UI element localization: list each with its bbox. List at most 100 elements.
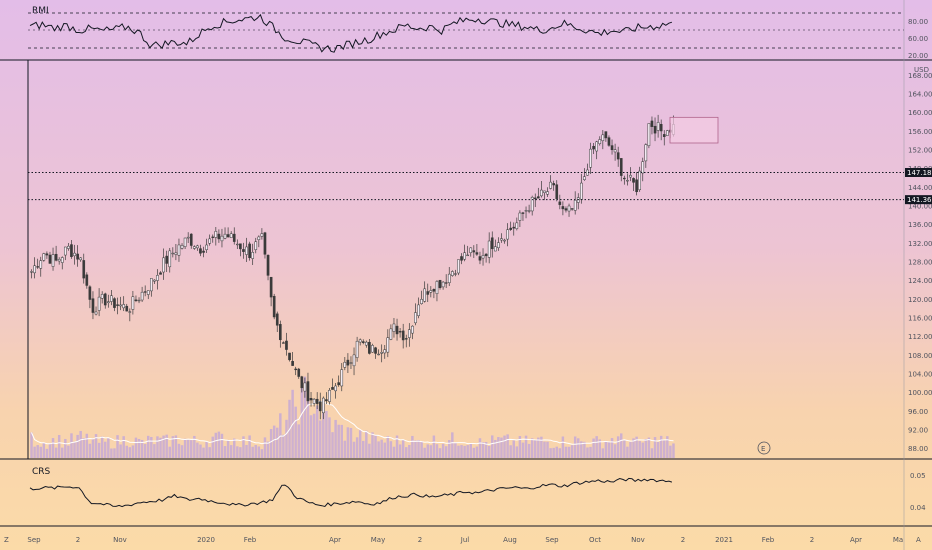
candle-body xyxy=(125,305,129,312)
volume-bar xyxy=(417,439,420,458)
candle-body xyxy=(156,275,159,281)
volume-bar xyxy=(269,429,273,458)
volume-bar xyxy=(570,445,574,458)
candle-body xyxy=(199,248,202,254)
candle-body xyxy=(570,208,574,210)
volume-bar xyxy=(217,431,221,458)
volume-bar xyxy=(497,437,500,458)
volume-bar xyxy=(583,441,586,458)
price-tick: 164.00 xyxy=(908,91,932,99)
volume-bar xyxy=(334,419,337,458)
price-tick: 168.00 xyxy=(908,72,932,80)
volume-bar xyxy=(79,430,82,458)
candle-body xyxy=(306,381,310,402)
volume-bar xyxy=(460,445,463,458)
candle-body xyxy=(180,245,184,249)
candle-body xyxy=(450,271,454,276)
candle-body xyxy=(509,227,513,230)
volume-bar xyxy=(481,442,485,458)
volume-bar xyxy=(653,437,657,458)
candle-body xyxy=(140,291,144,301)
rmi-tick: 80.00 xyxy=(908,18,928,26)
volume-bar xyxy=(441,443,445,458)
candle-body xyxy=(214,231,218,238)
rmi-pane[interactable]: RMI 80.00 60.00 20.00 xyxy=(28,6,928,60)
volume-bar xyxy=(67,445,70,458)
candle-body xyxy=(60,257,64,263)
candle-body xyxy=(30,271,33,273)
volume-bar xyxy=(116,435,119,458)
volume-bar xyxy=(319,420,322,458)
volume-bar xyxy=(331,432,334,458)
candle-body xyxy=(177,244,181,256)
volume-bar xyxy=(107,437,110,458)
candle-body xyxy=(613,149,617,153)
candle-body xyxy=(619,158,623,176)
volume-bar xyxy=(386,436,390,458)
candle-body xyxy=(454,273,457,275)
candle-body xyxy=(604,131,608,139)
candle-body xyxy=(39,260,43,269)
candle-body xyxy=(638,170,642,191)
volume-bar xyxy=(365,430,368,458)
volume-bar xyxy=(604,440,608,458)
currency-label: USD xyxy=(914,66,929,74)
volume-bar xyxy=(398,444,402,458)
volume-bar xyxy=(39,446,42,458)
price-pane[interactable]: USD 168.00164.00160.00156.00152.00148.00… xyxy=(28,66,932,458)
price-tick: 116.00 xyxy=(908,315,932,323)
axis-corner-right: A xyxy=(916,536,921,544)
candle-body xyxy=(346,359,350,366)
earnings-marker[interactable]: E xyxy=(757,441,771,455)
candle-body xyxy=(165,255,169,264)
candle-body xyxy=(297,368,301,377)
volume-bar xyxy=(616,436,620,458)
volume-bar xyxy=(312,413,316,458)
volume-bar xyxy=(272,425,276,458)
candle-body xyxy=(149,278,153,292)
candle-body xyxy=(398,331,402,333)
candle-body xyxy=(42,253,46,261)
candle-body xyxy=(567,205,571,212)
volume-bar xyxy=(70,433,73,458)
candle-body xyxy=(174,252,178,255)
candle-body xyxy=(269,276,273,298)
time-axis[interactable]: Z A Sep 2 Nov 2020 Feb Apr May 2 Jul Aug Sep Oct Nov… xyxy=(4,536,921,544)
price-zone-rectangle[interactable] xyxy=(669,116,719,144)
volume-bar xyxy=(193,435,196,458)
volume-bar xyxy=(598,439,601,458)
candle-body xyxy=(79,257,83,261)
time-tick: Jul xyxy=(460,536,470,544)
volume-bar xyxy=(147,435,150,458)
volume-bar xyxy=(190,440,193,458)
candle-body xyxy=(622,177,626,180)
time-tick: May xyxy=(371,536,385,544)
candle-body xyxy=(487,240,491,258)
candle-body xyxy=(110,295,113,302)
candle-body xyxy=(355,340,359,358)
candle-body xyxy=(48,254,52,264)
volume-bar xyxy=(159,437,162,458)
crs-tick: 0.05 xyxy=(910,472,926,480)
volume-bar xyxy=(137,439,141,458)
volume-bar xyxy=(143,443,147,458)
volume-bar xyxy=(503,435,506,458)
time-tick: 2020 xyxy=(197,536,215,544)
time-tick: Sep xyxy=(545,536,559,544)
candle-body xyxy=(447,273,451,283)
candle-body xyxy=(334,385,337,392)
price-tick: 108.00 xyxy=(908,352,932,360)
crs-pane[interactable]: CRS 0.05 0.04 xyxy=(29,467,926,512)
volume-bar xyxy=(358,430,362,458)
candle-body xyxy=(263,232,267,255)
candle-body xyxy=(266,254,270,276)
candle-body xyxy=(601,134,605,141)
candle-body xyxy=(530,197,534,212)
volume-bar xyxy=(613,444,617,458)
candle-body xyxy=(76,253,79,260)
candle-body xyxy=(595,141,599,152)
volume-bar xyxy=(672,443,675,458)
volume-bar xyxy=(368,443,371,458)
